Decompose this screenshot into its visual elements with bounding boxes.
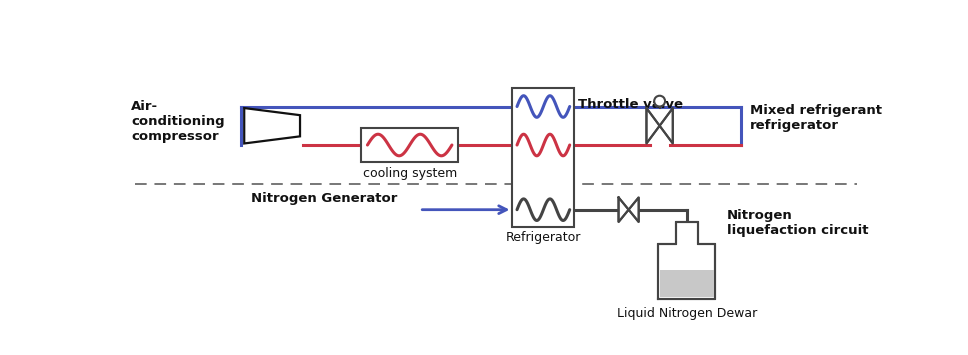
Text: cooling system: cooling system bbox=[363, 166, 457, 180]
Text: Mixed refrigerant
refrigerator: Mixed refrigerant refrigerator bbox=[750, 104, 882, 132]
Circle shape bbox=[654, 96, 665, 106]
Text: Air-
conditioning
compressor: Air- conditioning compressor bbox=[131, 100, 225, 143]
Polygon shape bbox=[647, 108, 673, 143]
Text: Liquid Nitrogen Dewar: Liquid Nitrogen Dewar bbox=[617, 307, 757, 320]
Text: LN₂: LN₂ bbox=[677, 279, 697, 292]
Text: Refrigerator: Refrigerator bbox=[505, 231, 581, 244]
Polygon shape bbox=[619, 197, 639, 222]
Polygon shape bbox=[244, 108, 300, 143]
Bar bbox=[361, 128, 458, 162]
Polygon shape bbox=[658, 222, 715, 299]
Text: Nitrogen
liquefaction circuit: Nitrogen liquefaction circuit bbox=[727, 209, 868, 237]
Polygon shape bbox=[659, 270, 713, 297]
Text: Throttle valve: Throttle valve bbox=[578, 98, 683, 111]
Bar bbox=[512, 88, 574, 226]
Text: Nitrogen Generator: Nitrogen Generator bbox=[252, 192, 398, 205]
